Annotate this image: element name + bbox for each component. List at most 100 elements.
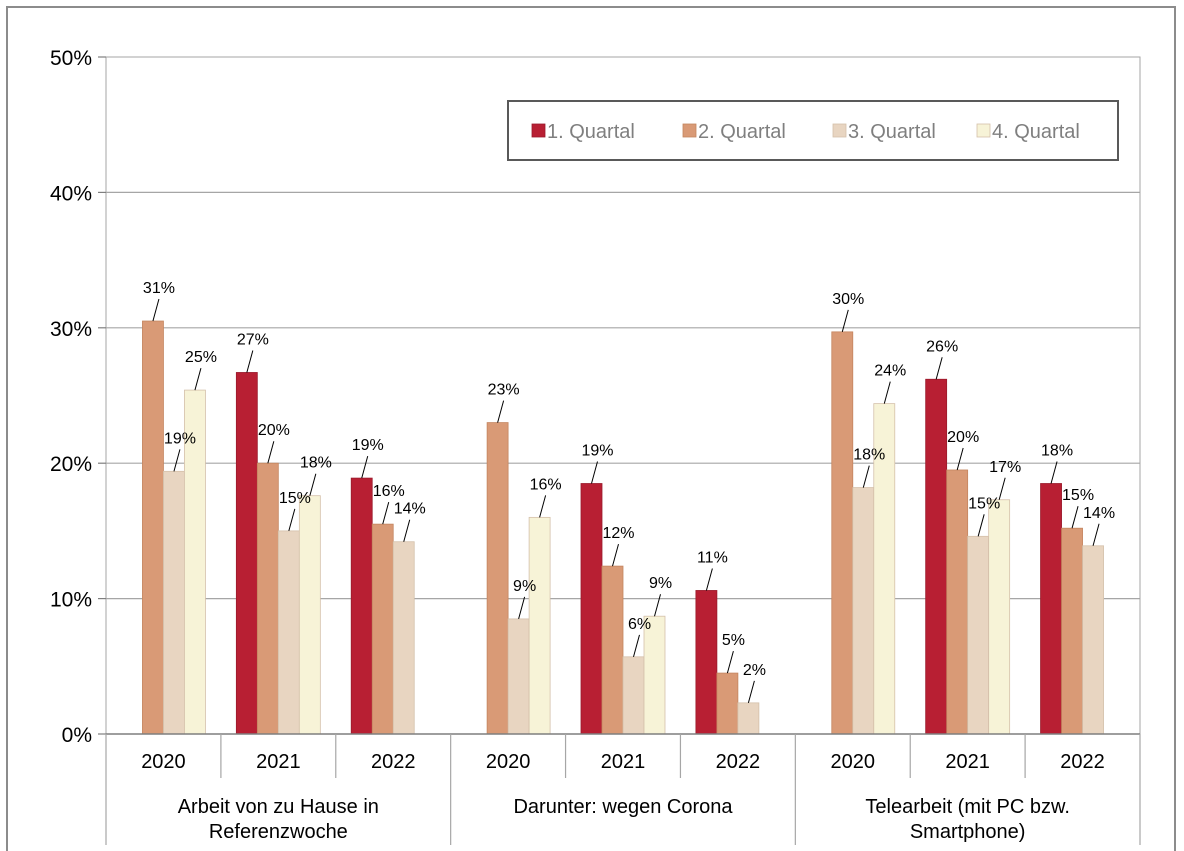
data-label: 30%: [832, 291, 864, 308]
y-tick-label: 40%: [50, 182, 92, 205]
data-label-leader: [539, 495, 547, 518]
bar: [235, 372, 258, 735]
bar: [528, 516, 551, 735]
bar: [1082, 545, 1104, 735]
bar: [256, 462, 279, 735]
data-label: 15%: [968, 495, 1000, 512]
data-label-leader: [935, 357, 943, 380]
x-tick-label: 2022: [716, 751, 761, 773]
data-label: 9%: [513, 578, 536, 595]
x-tick-label: 2020: [486, 751, 531, 773]
bar: [695, 590, 718, 735]
data-label: 5%: [722, 632, 745, 649]
legend-box: [507, 100, 1119, 161]
data-label: 24%: [874, 363, 906, 380]
data-label-leader: [288, 508, 296, 532]
bar: [371, 523, 394, 735]
data-label: 12%: [602, 525, 634, 542]
x-tick-label: 2022: [371, 751, 416, 773]
group-label: Telearbeit (mit PC bzw.: [865, 796, 1070, 818]
data-label-leader: [705, 568, 713, 591]
legend-label: 2. Quartal: [698, 121, 786, 143]
bar: [622, 656, 645, 735]
bar: [350, 477, 373, 735]
data-label: 19%: [164, 430, 196, 447]
bar: [852, 487, 875, 735]
chart-frame: [6, 6, 1176, 851]
data-label-leader: [862, 465, 870, 488]
group-label: Arbeit von zu Hause in: [178, 796, 379, 818]
data-label-leader: [883, 381, 891, 404]
legend-swatch: [682, 123, 697, 138]
data-label-leader: [998, 477, 1006, 500]
data-label: 17%: [989, 459, 1021, 476]
x-tick-label: 2021: [256, 751, 301, 773]
data-label-leader: [612, 543, 619, 567]
data-label-leader: [956, 447, 964, 471]
data-label: 20%: [258, 422, 290, 439]
data-label-leader: [361, 455, 369, 479]
data-label-leader: [841, 309, 849, 332]
data-label-leader: [518, 596, 526, 620]
bar: [1040, 483, 1062, 735]
data-label: 15%: [1062, 487, 1094, 504]
legend-swatch: [832, 123, 847, 138]
data-label: 20%: [947, 429, 979, 446]
data-label: 6%: [628, 616, 651, 633]
bar: [925, 378, 948, 735]
legend-label: 4. Quartal: [992, 121, 1080, 143]
data-label-leader: [309, 473, 317, 496]
data-label-leader: [977, 514, 985, 537]
group-label: Darunter: wegen Corona: [513, 796, 733, 818]
bar: [507, 618, 530, 735]
legend-label: 1. Quartal: [547, 121, 635, 143]
data-label: 26%: [926, 338, 958, 355]
x-tick-label: 2021: [601, 751, 646, 773]
y-tick-label: 30%: [50, 318, 92, 341]
group-label: Smartphone): [910, 821, 1026, 843]
data-label: 16%: [373, 483, 405, 500]
data-label-leader: [747, 680, 755, 703]
data-label: 25%: [185, 349, 217, 366]
data-label: 23%: [488, 382, 520, 399]
data-label: 19%: [352, 437, 384, 454]
data-label-leader: [497, 400, 505, 423]
data-label-leader: [152, 298, 160, 322]
data-label-leader: [173, 449, 181, 472]
bar: [486, 422, 509, 735]
data-label: 16%: [530, 476, 562, 493]
data-label-leader: [1071, 506, 1079, 529]
legend-label: 3. Quartal: [848, 121, 936, 143]
bar: [601, 565, 624, 735]
data-label-leader: [382, 501, 390, 525]
bar: [988, 499, 1011, 735]
bar: [163, 470, 185, 735]
legend-swatch: [531, 123, 546, 138]
data-label: 11%: [697, 549, 728, 566]
bar: [831, 331, 854, 735]
data-label-leader: [1092, 523, 1100, 546]
data-label: 18%: [1041, 443, 1073, 460]
data-label: 19%: [581, 443, 613, 460]
data-label: 9%: [649, 575, 672, 592]
data-label-leader: [633, 634, 640, 657]
data-label-leader: [403, 519, 411, 542]
bar: [737, 702, 760, 735]
data-label: 31%: [143, 280, 175, 297]
y-tick-label: 20%: [50, 453, 92, 476]
data-label-leader: [194, 367, 202, 391]
x-tick-label: 2022: [1060, 751, 1105, 773]
data-label-leader: [1050, 461, 1058, 484]
bar: [142, 320, 164, 735]
data-label-leader: [267, 441, 275, 464]
data-label-leader: [591, 461, 598, 484]
bar: [298, 495, 321, 735]
legend-swatch: [976, 123, 991, 138]
data-label-leader: [726, 650, 734, 674]
bar: [392, 541, 415, 735]
data-label: 18%: [300, 455, 332, 472]
x-tick-label: 2021: [945, 751, 990, 773]
bar: [643, 615, 666, 735]
bar: [277, 530, 300, 735]
